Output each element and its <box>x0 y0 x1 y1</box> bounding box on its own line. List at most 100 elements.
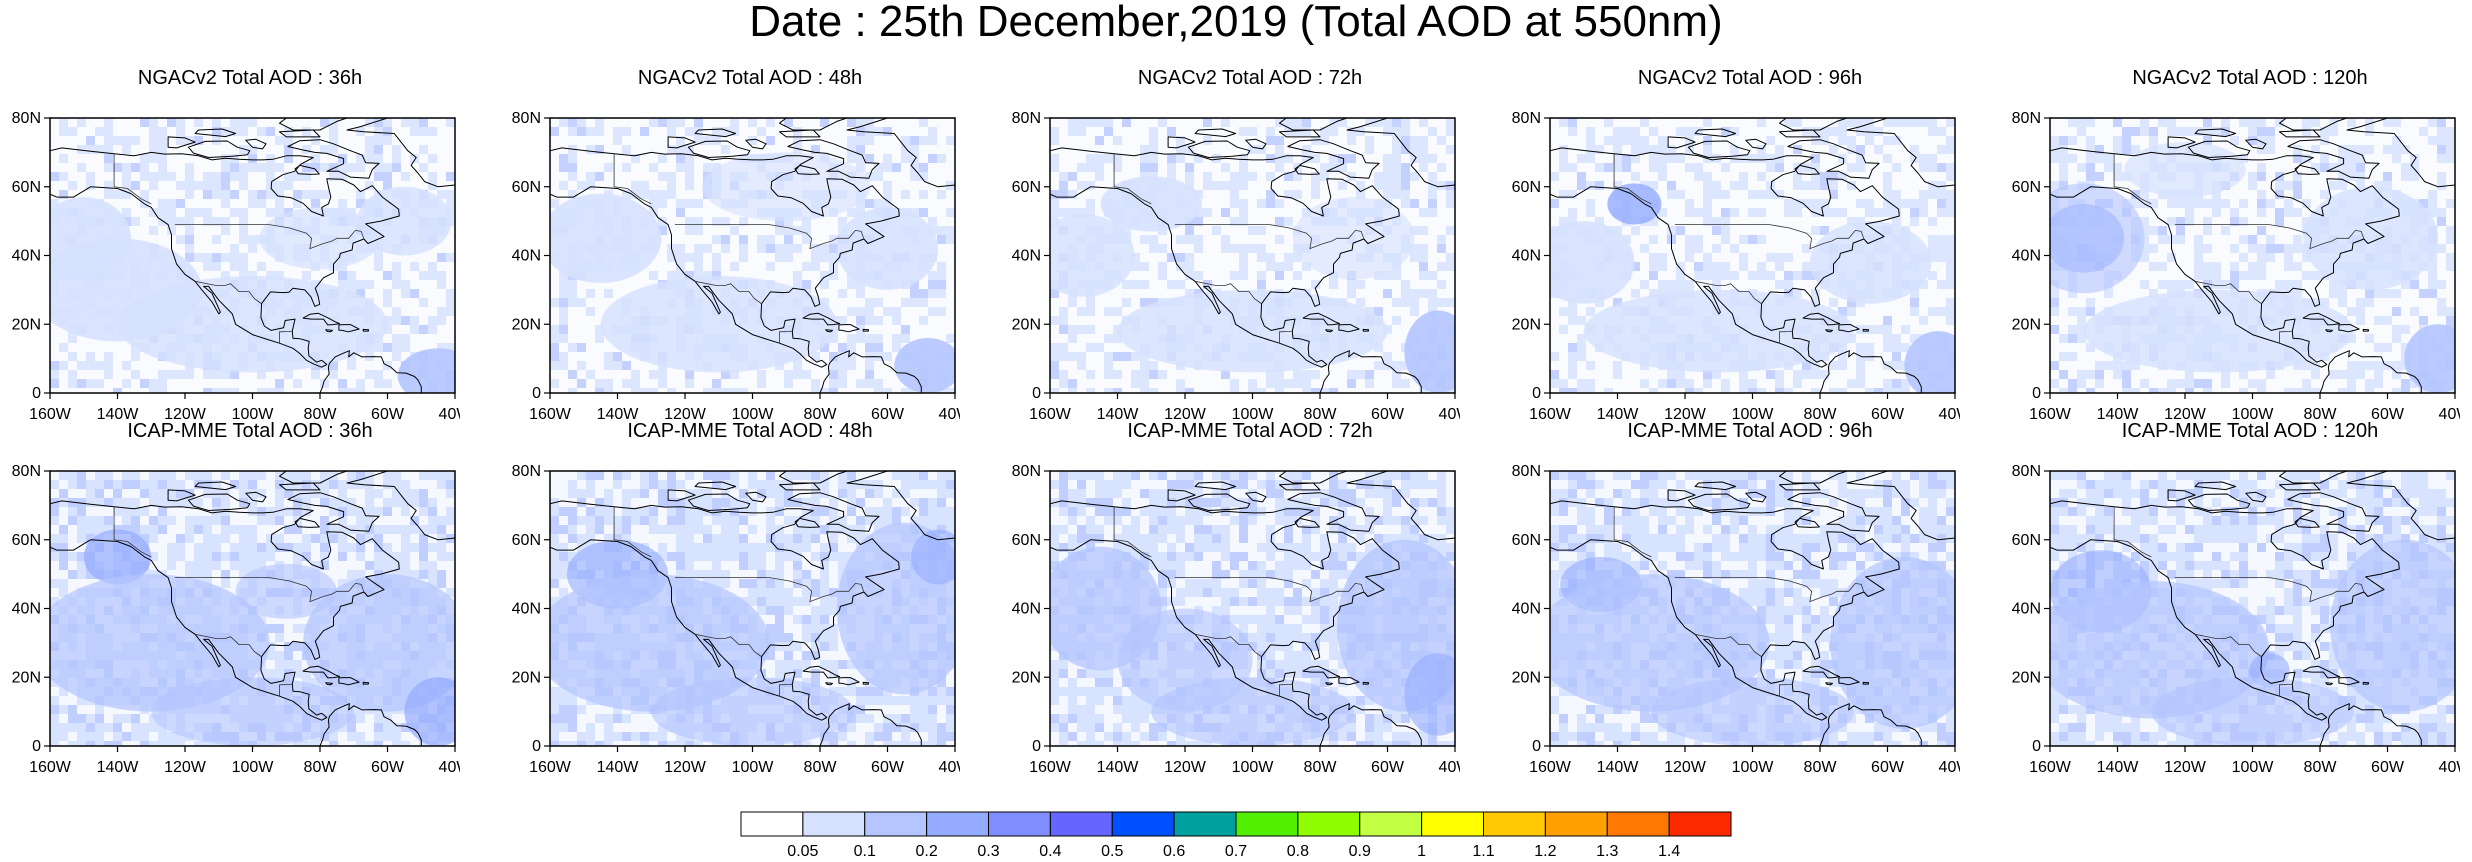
country-borders <box>1613 506 1865 697</box>
map-plot: 160W 140W 120W 100W 80W 60W 40W 0 20N 40N 60N 80N <box>2012 463 2460 776</box>
colorbar-label: 1.4 <box>1658 843 1680 860</box>
lon-tick-label: 120W <box>164 759 207 776</box>
coastline <box>1550 118 1955 393</box>
colorbar-swatch <box>864 811 928 837</box>
lon-tick-label: 160W <box>2029 759 2072 776</box>
lat-tick-label: 0 <box>2032 738 2041 755</box>
colorbar-swatch <box>1421 811 1484 837</box>
lon-tick-label: 60W <box>2371 406 2405 423</box>
map-plot: 160W 140W 120W 100W 80W 60W 40W 0 20N 40N 60N 80N <box>1512 110 1960 423</box>
lon-tick-label: 160W <box>1029 759 1072 776</box>
lat-tick-label: 0 <box>1032 385 1041 402</box>
lat-tick-label: 80N <box>1512 463 1541 480</box>
lon-tick-label: 160W <box>529 759 572 776</box>
lon-tick-label: 60W <box>371 406 405 423</box>
lon-tick-label: 100W <box>732 759 775 776</box>
country-borders <box>1113 153 1365 344</box>
lon-tick-label: 40W <box>939 406 960 423</box>
aod-field <box>1550 471 1955 746</box>
lat-tick-label: 20N <box>512 316 541 333</box>
coastline <box>1050 118 1455 393</box>
lat-tick-label: 20N <box>2012 316 2041 333</box>
lat-tick-label: 60N <box>2012 179 2041 196</box>
lon-tick-label: 60W <box>871 759 905 776</box>
lat-tick-label: 60N <box>12 532 41 549</box>
aod-field <box>550 118 955 393</box>
map-plot: 160W 140W 120W 100W 80W 60W 40W 0 20N 40N 60N 80N <box>1012 110 1460 423</box>
panel-title: ICAP-MME Total AOD : 36h <box>127 420 373 442</box>
colorbar-label: 0.5 <box>1101 843 1123 860</box>
aod-field <box>2050 118 2455 393</box>
coastline <box>550 471 955 746</box>
lon-tick-label: 40W <box>1939 759 1960 776</box>
country-borders <box>113 153 365 344</box>
lon-tick-label: 140W <box>1097 759 1140 776</box>
lat-tick-label: 20N <box>12 669 41 686</box>
lon-tick-label: 40W <box>1439 406 1460 423</box>
lat-tick-label: 80N <box>1012 110 1041 127</box>
map-panel: ICAP-MME Total AOD : 36h 160W 140W 120W 100W… <box>0 421 460 806</box>
lon-tick-label: 80W <box>804 759 838 776</box>
coastline <box>1550 471 1955 746</box>
lon-tick-label: 120W <box>1164 759 1207 776</box>
lon-tick-label: 120W <box>1664 406 1707 423</box>
lat-tick-label: 60N <box>512 179 541 196</box>
panel-title: NGACv2 Total AOD : 72h <box>1137 67 1363 89</box>
colorbar-label: 1.1 <box>1472 843 1494 860</box>
lat-tick-label: 60N <box>1512 179 1541 196</box>
lon-tick-label: 40W <box>439 406 460 423</box>
panel-title: ICAP-MME Total AOD : 120h <box>2121 420 2379 442</box>
colorbar-swatch <box>1235 811 1299 837</box>
colorbar-swatch <box>1483 811 1546 837</box>
lon-tick-label: 80W <box>1304 759 1338 776</box>
lon-tick-label: 160W <box>1529 759 1572 776</box>
lat-tick-label: 40N <box>1012 601 1041 618</box>
lon-tick-label: 40W <box>439 759 460 776</box>
lat-tick-label: 20N <box>1012 316 1041 333</box>
lon-tick-label: 120W <box>2164 406 2207 423</box>
map-plot: 160W 140W 120W 100W 80W 60W 40W 0 20N 40N 60N 80N <box>1012 463 1460 776</box>
lat-tick-label: 80N <box>512 463 541 480</box>
lat-tick-label: 20N <box>12 316 41 333</box>
colorbar-label: 0.6 <box>1163 843 1185 860</box>
country-borders <box>2113 506 2365 697</box>
map-panel: NGACv2 Total AOD : 120h 160W 140W 120W 100W 8… <box>2000 68 2460 453</box>
aod-field <box>550 471 955 746</box>
map-panel: ICAP-MME Total AOD : 96h 160W 140W 120W 100W… <box>1500 421 1960 806</box>
lat-tick-label: 0 <box>532 738 541 755</box>
lat-tick-label: 60N <box>12 179 41 196</box>
colorbar-label: 0.8 <box>1287 843 1309 860</box>
lon-tick-label: 40W <box>2439 759 2460 776</box>
lat-tick-label: 80N <box>2012 463 2041 480</box>
map-plot: 160W 140W 120W 100W 80W 60W 40W 0 20N 40N 60N 80N <box>12 110 460 423</box>
colorbar-swatch <box>1606 811 1670 837</box>
lon-tick-label: 100W <box>1732 759 1775 776</box>
coastline <box>50 471 455 746</box>
lat-tick-label: 80N <box>512 110 541 127</box>
lon-tick-label: 100W <box>732 406 775 423</box>
lon-tick-label: 120W <box>1164 406 1207 423</box>
lat-tick-label: 40N <box>12 248 41 265</box>
country-borders <box>613 506 865 697</box>
lon-tick-label: 80W <box>1804 406 1838 423</box>
lat-tick-label: 80N <box>12 110 41 127</box>
colorbar-label: 0.2 <box>916 843 938 860</box>
colorbar-swatch <box>1668 811 1732 837</box>
lon-tick-label: 140W <box>597 759 640 776</box>
lat-tick-label: 80N <box>12 463 41 480</box>
country-borders <box>613 153 865 344</box>
colorbar-swatch <box>1111 811 1175 837</box>
country-borders <box>2113 153 2365 344</box>
lon-tick-label: 100W <box>1232 759 1275 776</box>
panel-title: ICAP-MME Total AOD : 72h <box>1127 420 1373 442</box>
colorbar-label: 0.3 <box>977 843 999 860</box>
lon-tick-label: 80W <box>1304 406 1338 423</box>
lon-tick-label: 100W <box>2232 759 2275 776</box>
aod-field <box>1050 471 1455 746</box>
lat-tick-label: 0 <box>532 385 541 402</box>
lon-tick-label: 60W <box>1371 406 1405 423</box>
colorbar-swatch <box>802 811 866 837</box>
panel-title: NGACv2 Total AOD : 36h <box>137 67 363 89</box>
coastline <box>2050 118 2455 393</box>
panel-title: NGACv2 Total AOD : 48h <box>637 67 863 89</box>
